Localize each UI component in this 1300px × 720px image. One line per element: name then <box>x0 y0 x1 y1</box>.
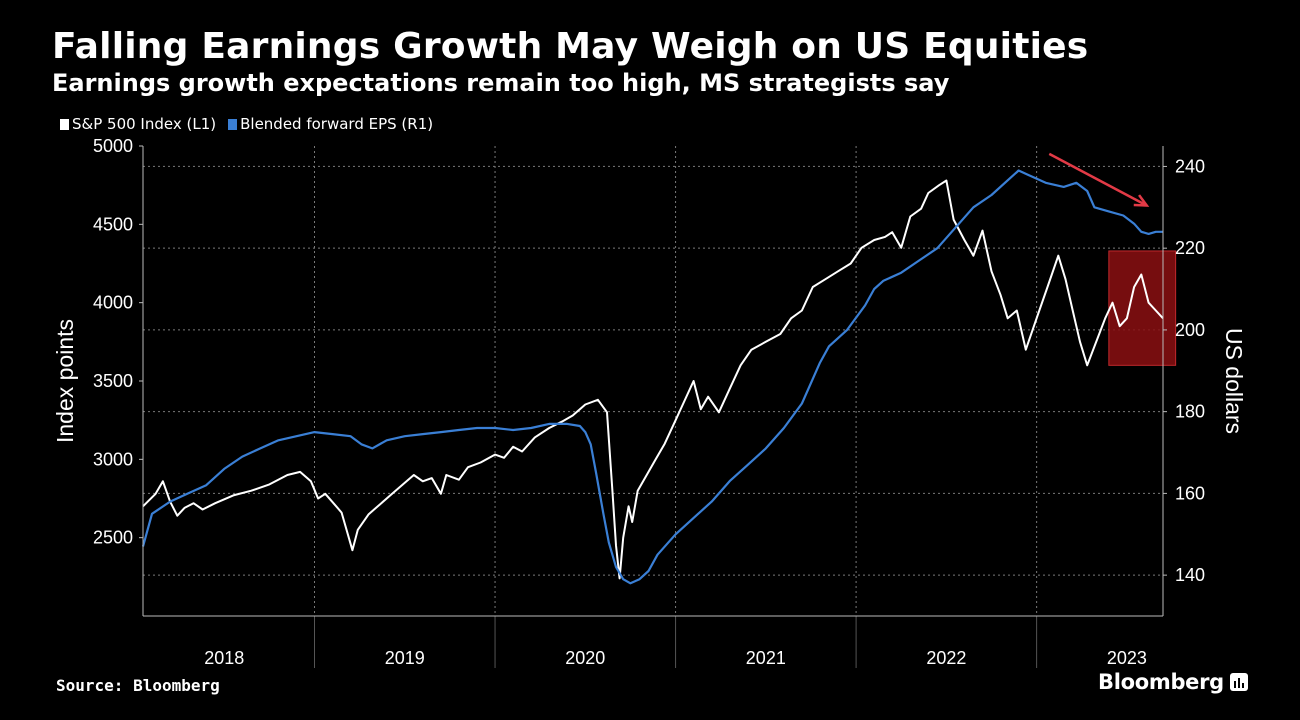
y-left-tick-label: 4000 <box>93 293 133 313</box>
legend-label-sp500: S&P 500 Index (L1) <box>72 115 217 133</box>
trend-arrow-shaft <box>1048 152 1148 207</box>
series-line-sp500 <box>142 179 1164 580</box>
legend-swatch-eps <box>228 118 238 130</box>
chart-title: Falling Earnings Growth May Weigh on US … <box>52 26 1089 67</box>
brand-name: Bloomberg <box>1098 670 1224 694</box>
legend-item-sp500: S&P 500 Index (L1) <box>60 115 216 133</box>
y-right-tick-label: 200 <box>1175 320 1205 340</box>
y-left-tick-label: 2500 <box>93 528 133 548</box>
brand-logo: Bloomberg <box>1098 670 1248 694</box>
y-left-tick-label: 5000 <box>93 136 133 156</box>
axes <box>139 145 1167 668</box>
grid <box>143 146 1163 616</box>
legend-swatch-sp500 <box>60 118 69 130</box>
y-right-tick-label: 180 <box>1175 402 1205 422</box>
legend-label-eps: Blended forward EPS (R1) <box>240 115 434 133</box>
annotations <box>1048 152 1150 207</box>
y-left-tick-label: 3000 <box>93 449 133 469</box>
legend-item-eps: Blended forward EPS (R1) <box>228 115 433 133</box>
y-left-tick-label: 4500 <box>93 214 133 234</box>
y-right-tick-label: 220 <box>1175 238 1205 258</box>
y-left-tick-label: 3500 <box>93 371 133 391</box>
x-tick-label: 2020 <box>565 648 605 668</box>
x-tick-label: 2019 <box>385 648 425 668</box>
series-line-eps <box>141 169 1163 585</box>
y-right-tick-label: 240 <box>1175 156 1205 176</box>
trend-arrow-head <box>1133 194 1150 207</box>
highlight-layer <box>1108 250 1177 366</box>
x-tick-label: 2022 <box>926 648 966 668</box>
y-left-axis-title: Index points <box>52 319 78 443</box>
y-right-axis-title: US dollars <box>1221 328 1247 434</box>
highlight-box <box>1108 250 1177 366</box>
x-tick-label: 2021 <box>746 648 786 668</box>
chart-subtitle: Earnings growth expectations remain too … <box>52 69 950 97</box>
bloomberg-terminal-icon <box>1229 673 1248 691</box>
tick-labels: 2500 3000 3500 4000 4500 5000 140 160 180 200 220 2… <box>52 136 1247 668</box>
y-right-tick-label: 140 <box>1175 565 1205 585</box>
x-tick-label: 2018 <box>204 648 244 668</box>
y-right-tick-label: 160 <box>1175 483 1205 503</box>
series-layer <box>141 169 1164 585</box>
legend: S&P 500 Index (L1) Blended forward EPS (… <box>60 115 433 133</box>
x-tick-label: 2023 <box>1107 648 1147 668</box>
source-note: Source: Bloomberg <box>56 676 220 695</box>
